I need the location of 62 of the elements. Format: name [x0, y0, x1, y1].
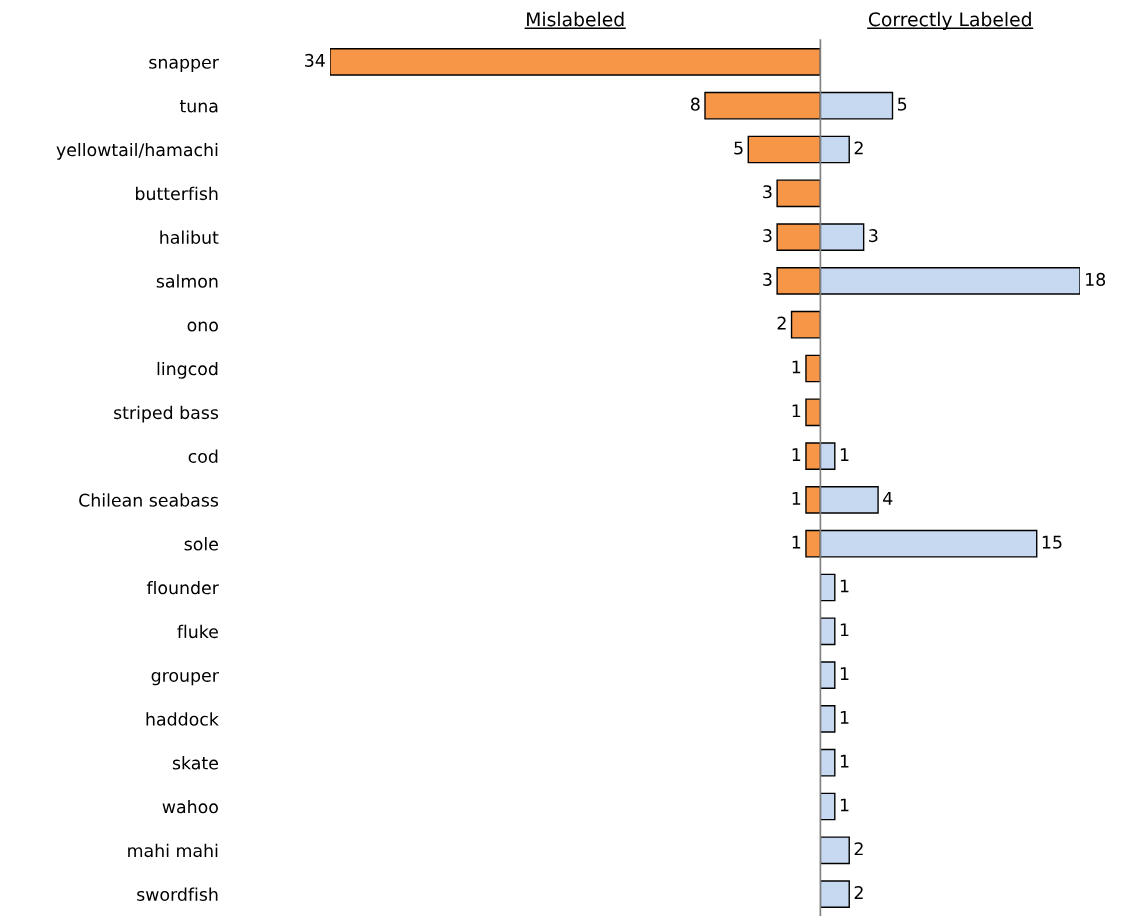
y-tick-label: sole [184, 537, 218, 551]
data-label: 1 [840, 667, 849, 680]
data-label: 18 [1086, 272, 1106, 286]
bar [805, 354, 821, 383]
y-tick-label: snapper [149, 58, 219, 73]
data-label: 5 [898, 97, 907, 111]
bar [820, 617, 836, 646]
y-tick-label: lingcod [157, 361, 218, 379]
bar [820, 792, 836, 821]
data-label: 2 [854, 842, 863, 856]
bar [820, 748, 836, 777]
data-label: 3 [763, 185, 772, 199]
chart-title: Correctly Labeled [868, 11, 1031, 31]
bar [820, 880, 850, 908]
y-tick-label: skate [172, 756, 218, 770]
y-tick-label: striped bass [114, 405, 219, 423]
chart-title: Mislabeled [527, 11, 624, 27]
bar [820, 836, 850, 865]
y-tick-label: butterfish [136, 186, 218, 201]
y-tick-label: swordfish [137, 887, 218, 901]
data-label: 1 [840, 754, 849, 768]
y-tick-label: grouper [151, 671, 219, 686]
bar [820, 661, 836, 689]
data-label: 2 [854, 886, 863, 899]
bar [820, 573, 836, 602]
y-tick-label: haddock [146, 712, 219, 726]
data-label: 1 [840, 711, 849, 724]
data-label: 2 [777, 316, 786, 330]
data-label: 1 [792, 404, 801, 418]
bar [805, 398, 821, 427]
data-label: 1 [840, 798, 849, 812]
y-tick-label: flounder [146, 580, 219, 595]
bar [790, 310, 821, 339]
data-label: 1 [840, 623, 849, 637]
y-tick-label: wahoo [162, 799, 218, 814]
data-label: 15 [1042, 535, 1062, 549]
data-label: 8 [690, 97, 700, 111]
y-tick-label: cod [188, 449, 218, 463]
y-tick-label: fluke [177, 624, 218, 639]
data-label: 2 [854, 141, 863, 155]
data-label: 3 [763, 229, 772, 243]
data-label: 1 [840, 448, 849, 461]
y-tick-label: Chilean seabass [79, 493, 219, 507]
bar [330, 48, 821, 76]
bar [820, 705, 836, 733]
data-label: 5 [734, 141, 743, 155]
data-label: 34 [305, 53, 325, 67]
data-label: 4 [883, 492, 893, 505]
data-label: 1 [792, 448, 801, 461]
data-label: 1 [792, 535, 801, 549]
bar [776, 179, 821, 208]
y-tick-label: ono [187, 321, 218, 332]
y-tick-label: tuna [179, 100, 218, 113]
y-tick-label: mahi mahi [128, 843, 218, 858]
y-tick-label: halibut [160, 230, 219, 244]
data-label: 1 [792, 492, 801, 505]
y-tick-label: yellowtail/hamachi [56, 142, 218, 160]
data-label: 1 [792, 360, 801, 374]
data-label: 1 [840, 579, 849, 593]
data-label: 3 [869, 229, 878, 243]
data-label: 3 [763, 272, 772, 286]
y-tick-label: salmon [156, 274, 218, 288]
